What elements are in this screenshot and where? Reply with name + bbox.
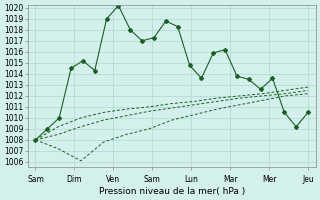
X-axis label: Pression niveau de la mer( hPa ): Pression niveau de la mer( hPa ) bbox=[99, 187, 245, 196]
